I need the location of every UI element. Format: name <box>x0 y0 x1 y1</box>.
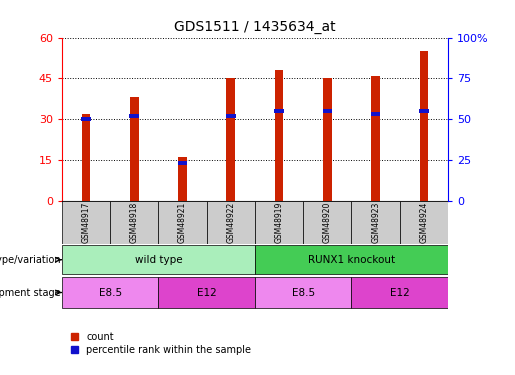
Text: wild type: wild type <box>134 255 182 265</box>
Text: E12: E12 <box>390 288 409 297</box>
Text: genotype/variation: genotype/variation <box>0 255 61 265</box>
Text: E8.5: E8.5 <box>98 288 122 297</box>
Bar <box>81 117 91 121</box>
Bar <box>419 109 428 113</box>
Bar <box>81 114 90 201</box>
Bar <box>255 278 351 308</box>
Text: GSM48917: GSM48917 <box>81 201 91 243</box>
Bar <box>130 98 139 201</box>
Bar <box>323 78 332 201</box>
Text: E12: E12 <box>197 288 216 297</box>
Bar <box>110 201 159 244</box>
Bar <box>226 114 235 118</box>
Text: GSM48923: GSM48923 <box>371 201 380 243</box>
Bar <box>227 78 235 201</box>
Bar <box>351 201 400 244</box>
Title: GDS1511 / 1435634_at: GDS1511 / 1435634_at <box>174 20 336 34</box>
Bar <box>62 278 159 308</box>
Legend: count, percentile rank within the sample: count, percentile rank within the sample <box>66 328 255 359</box>
Bar <box>62 245 255 274</box>
Bar <box>159 278 255 308</box>
Bar <box>351 278 448 308</box>
Bar <box>255 201 303 244</box>
Text: GSM48918: GSM48918 <box>130 202 139 243</box>
Bar <box>274 70 283 201</box>
Bar <box>62 201 110 244</box>
Text: GSM48924: GSM48924 <box>419 201 428 243</box>
Bar <box>371 112 381 116</box>
Text: GSM48921: GSM48921 <box>178 202 187 243</box>
Text: GSM48920: GSM48920 <box>323 201 332 243</box>
Bar <box>178 160 187 165</box>
Text: GSM48919: GSM48919 <box>274 201 284 243</box>
Bar <box>420 51 428 201</box>
Bar <box>322 109 332 113</box>
Bar <box>400 201 448 244</box>
Text: GSM48922: GSM48922 <box>226 202 235 243</box>
Bar <box>178 157 187 201</box>
Bar <box>255 245 448 274</box>
Text: RUNX1 knockout: RUNX1 knockout <box>308 255 395 265</box>
Text: E8.5: E8.5 <box>291 288 315 297</box>
Bar <box>159 201 207 244</box>
Bar <box>274 109 284 113</box>
Bar <box>207 201 255 244</box>
Text: development stage: development stage <box>0 288 61 297</box>
Bar <box>371 76 380 201</box>
Bar <box>303 201 351 244</box>
Bar <box>129 114 139 118</box>
